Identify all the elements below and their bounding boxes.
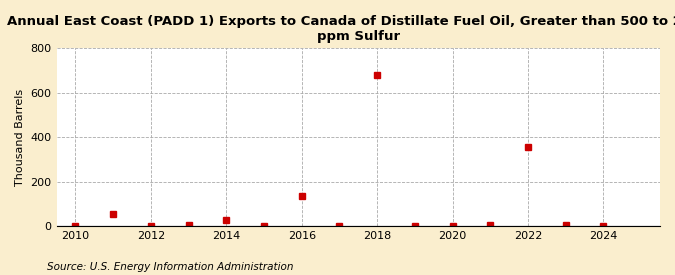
Title: Annual East Coast (PADD 1) Exports to Canada of Distillate Fuel Oil, Greater tha: Annual East Coast (PADD 1) Exports to Ca… (7, 15, 675, 43)
Text: Source: U.S. Energy Information Administration: Source: U.S. Energy Information Administ… (47, 262, 294, 272)
Y-axis label: Thousand Barrels: Thousand Barrels (15, 89, 25, 186)
